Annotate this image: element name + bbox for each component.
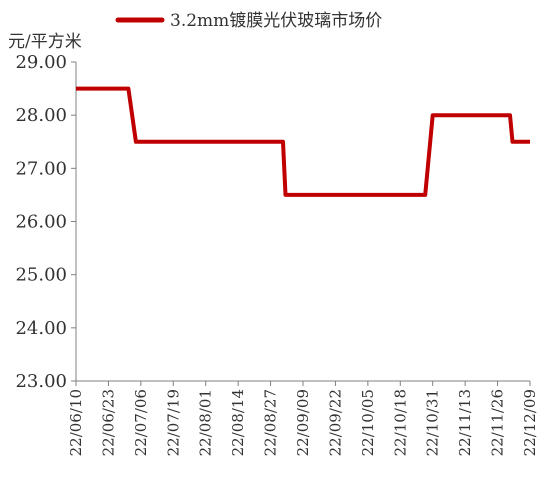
x-tick-label: 22/11/13 [456, 389, 474, 456]
x-tick-label: 22/10/05 [359, 389, 377, 456]
y-tick-label: 25.00 [15, 265, 67, 286]
x-tick-label: 22/08/01 [197, 389, 215, 456]
x-axis-ticks: 22/06/10 22/06/23 22/07/06 22/07/19 22/08/01… [67, 381, 539, 456]
x-tick-label: 22/06/10 [67, 389, 85, 456]
x-tick-label: 22/08/14 [229, 389, 247, 456]
x-tick-label: 22/11/26 [489, 389, 507, 456]
x-tick-label: 22/09/09 [294, 389, 312, 456]
y-axis-ticks: 23.00 24.00 25.00 26.00 27.00 28.00 29.00 [15, 52, 76, 392]
y-tick-label: 28.00 [15, 105, 67, 126]
axes [75, 62, 530, 382]
plot-area [76, 86, 530, 197]
y-tick-label: 26.00 [15, 212, 67, 233]
legend: 3.2mm镀膜光伏玻璃市场价 [115, 11, 382, 31]
x-tick-label: 22/08/27 [262, 389, 280, 456]
y-tick-label: 24.00 [15, 318, 67, 339]
y-axis-unit-label: 元/平方米 [8, 32, 82, 52]
x-tick-label: 22/07/19 [164, 389, 182, 456]
y-tick-label: 23.00 [15, 371, 67, 392]
x-tick-label: 22/10/31 [424, 389, 442, 456]
y-tick-label: 29.00 [15, 52, 67, 73]
x-tick-label: 22/06/23 [99, 389, 117, 456]
x-tick-label: 22/09/22 [326, 389, 344, 456]
x-tick-label: 22/07/06 [132, 389, 150, 456]
y-tick-label: 27.00 [15, 158, 67, 179]
series-line-0 [76, 86, 530, 197]
x-tick-label: 22/10/18 [391, 389, 409, 456]
legend-label: 3.2mm镀膜光伏玻璃市场价 [170, 11, 382, 31]
x-tick-label: 22/12/09 [521, 389, 539, 456]
